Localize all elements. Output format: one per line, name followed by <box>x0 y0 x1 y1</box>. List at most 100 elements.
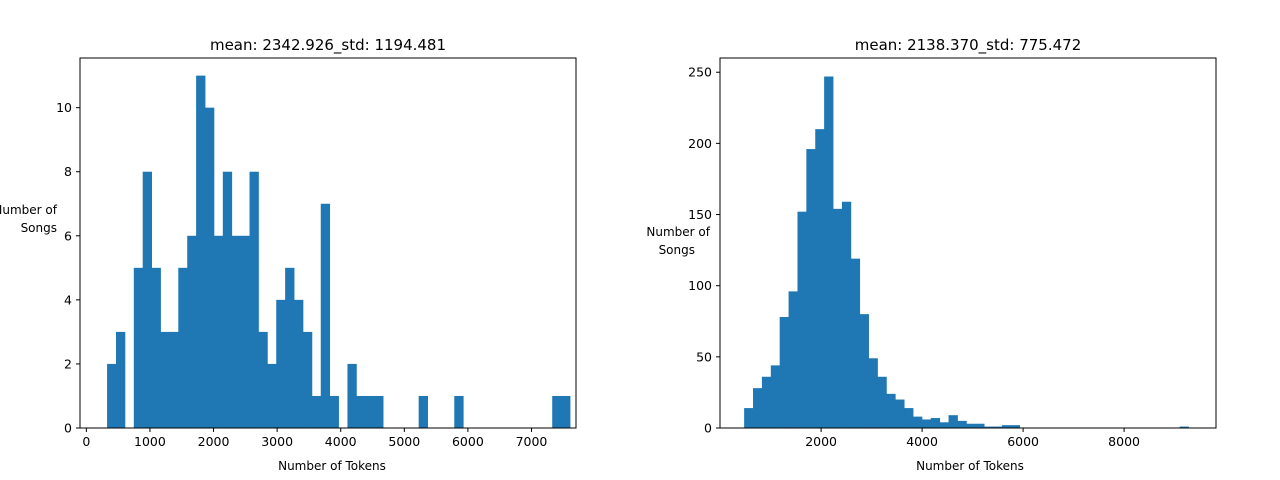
histogram-bar-left <box>276 299 286 428</box>
y-ticks-left: 0 2 4 6 8 10 <box>56 100 80 436</box>
plot-frame-right <box>719 57 1217 429</box>
histogram-bar-right <box>877 376 887 428</box>
histogram-right: mean: 2138.370_std: 775.472 2000 4000 6000… <box>646 36 1217 473</box>
x-tick-label-right: 2000 <box>805 434 837 449</box>
y-ticks-right: 0 50 100 150 200 250 <box>688 65 720 436</box>
x-ticks-right: 2000 4000 6000 8000 <box>805 428 1140 449</box>
histogram-bar-left <box>347 363 357 428</box>
histogram-bar-right <box>904 408 914 428</box>
chart-title-right: mean: 2138.370_std: 775.472 <box>855 36 1082 55</box>
histogram-bar-right <box>761 376 772 428</box>
histogram-bar-left <box>178 267 188 428</box>
histogram-bar-right <box>930 418 941 428</box>
x-tick-label-left: 3000 <box>261 434 293 449</box>
histogram-bar-left <box>196 75 206 429</box>
histogram-bar-left <box>231 235 242 428</box>
histogram-bar-right <box>850 258 861 428</box>
histogram-bar-left <box>561 395 571 428</box>
bars-right <box>744 76 1189 428</box>
x-tick-label-right: 8000 <box>1108 434 1140 449</box>
histogram-bar-right <box>859 314 869 428</box>
bars-left <box>107 75 571 429</box>
x-tick-label-right: 6000 <box>1007 434 1039 449</box>
x-tick-label-left: 1000 <box>134 434 166 449</box>
histogram-bar-right <box>984 426 994 428</box>
histogram-bar-right <box>868 358 878 428</box>
histogram-bar-left <box>329 395 339 428</box>
y-tick-label-right: 250 <box>688 65 712 80</box>
x-axis-label-right: Number of Tokens <box>916 459 1024 473</box>
y-axis-label-left-line2: Songs <box>21 221 57 235</box>
histogram-bar-left <box>115 331 126 428</box>
histogram-bar-right <box>895 399 905 428</box>
histogram-bar-right <box>744 408 754 428</box>
x-tick-label-left: 0 <box>82 434 90 449</box>
histogram-bar-left <box>267 363 277 428</box>
histogram-bar-left <box>142 171 152 428</box>
x-tick-label-left: 5000 <box>388 434 420 449</box>
histogram-bar-left <box>240 235 250 428</box>
histogram-bar-right <box>815 129 825 428</box>
histogram-bar-left <box>213 235 224 428</box>
histogram-bar-left <box>258 331 268 428</box>
histogram-bar-right <box>770 365 781 428</box>
histogram-bar-right <box>833 208 843 428</box>
histogram-bar-left <box>285 267 295 428</box>
x-axis-label-left: Number of Tokens <box>278 459 386 473</box>
histogram-bar-left <box>454 395 464 428</box>
histogram-bar-left <box>249 171 259 428</box>
y-tick-label-right: 100 <box>688 278 712 293</box>
histogram-bar-left <box>133 267 144 428</box>
x-tick-label-left: 6000 <box>452 434 484 449</box>
y-axis-label-right-line1: Number of <box>646 225 710 239</box>
histogram-bar-right <box>966 423 976 428</box>
histogram-bar-left <box>356 395 366 428</box>
y-tick-label-right: 0 <box>704 421 712 436</box>
histogram-bar-right <box>788 291 798 428</box>
histogram-bar-right <box>948 415 958 428</box>
histogram-bar-right <box>921 419 932 428</box>
histogram-bar-right <box>1001 425 1012 428</box>
histogram-bar-right <box>797 211 807 428</box>
y-tick-label-left: 2 <box>64 356 72 371</box>
histogram-bar-left <box>302 331 313 428</box>
histogram-bar-right <box>1010 425 1021 428</box>
histogram-bar-right <box>806 149 816 428</box>
x-ticks-left: 0 1000 2000 3000 4000 5000 6000 7000 <box>82 428 547 449</box>
histogram-bar-left <box>320 203 331 428</box>
y-tick-label-right: 50 <box>696 349 712 364</box>
y-tick-label-left: 8 <box>64 164 72 179</box>
histogram-bar-right <box>939 422 949 428</box>
histogram-bar-right <box>913 416 923 428</box>
histogram-bar-left <box>222 171 233 428</box>
histogram-bar-right <box>1179 426 1189 428</box>
histogram-bar-left <box>169 331 179 428</box>
histogram-bar-left <box>418 395 428 428</box>
x-tick-label-right: 4000 <box>906 434 938 449</box>
x-tick-label-left: 4000 <box>325 434 357 449</box>
histogram-bar-left <box>365 395 375 428</box>
y-tick-label-right: 150 <box>688 207 712 222</box>
histogram-bar-right <box>824 76 834 428</box>
histogram-bar-right <box>841 201 852 428</box>
histogram-bar-right <box>957 420 967 428</box>
histogram-bar-left <box>205 107 215 429</box>
y-tick-label-right: 200 <box>688 136 712 151</box>
histogram-bar-right <box>975 423 985 428</box>
histogram-bar-left <box>107 363 117 428</box>
histogram-bar-left <box>552 395 562 428</box>
histogram-left: mean: 2342.926_std: 1194.481 0 1000 2000 30… <box>0 36 577 473</box>
histogram-bar-left <box>187 235 197 428</box>
histogram-bar-right <box>886 393 896 428</box>
x-tick-label-left: 2000 <box>198 434 230 449</box>
histogram-bar-left <box>311 395 322 428</box>
histogram-bar-left <box>151 267 161 428</box>
x-tick-label-left: 7000 <box>516 434 548 449</box>
plot-frame-left <box>79 57 577 429</box>
chart-title-left: mean: 2342.926_std: 1194.481 <box>210 36 446 55</box>
y-tick-label-left: 0 <box>64 421 72 436</box>
y-tick-label-left: 6 <box>64 228 72 243</box>
y-tick-label-left: 10 <box>56 100 72 115</box>
y-axis-label-right-line2: Songs <box>659 243 695 257</box>
